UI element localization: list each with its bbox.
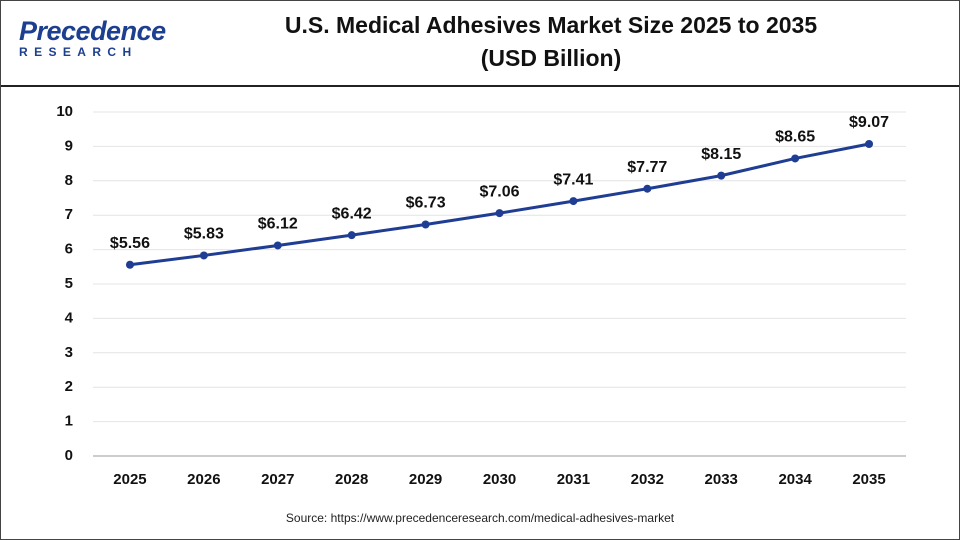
logo-name: Precedence bbox=[19, 16, 166, 46]
point bbox=[273, 241, 282, 250]
value-label: $6.73 bbox=[406, 195, 446, 212]
value-label: $5.83 bbox=[184, 226, 224, 243]
y-tick-label: 5 bbox=[65, 275, 73, 292]
y-tick-label: 3 bbox=[65, 344, 73, 361]
x-tick-label: 2033 bbox=[705, 471, 738, 488]
logo: Precedence RESEARCH bbox=[19, 17, 166, 59]
x-tick-label: 2031 bbox=[557, 471, 590, 488]
title-block: U.S. Medical Adhesives Market Size 2025 … bbox=[181, 9, 921, 75]
y-tick-label: 7 bbox=[65, 206, 73, 223]
x-tick-label: 2034 bbox=[778, 471, 812, 488]
x-tick-label: 2027 bbox=[261, 471, 294, 488]
point bbox=[495, 209, 504, 218]
value-label: $7.41 bbox=[553, 171, 593, 188]
value-label: $8.65 bbox=[775, 129, 815, 146]
point bbox=[347, 231, 356, 240]
value-label: $8.15 bbox=[701, 146, 741, 163]
x-tick-label: 2025 bbox=[113, 471, 146, 488]
value-label: $7.77 bbox=[627, 159, 667, 176]
line bbox=[129, 142, 870, 267]
y-tick-label: 10 bbox=[56, 103, 73, 120]
header: Precedence RESEARCH U.S. Medical Adhesiv… bbox=[1, 1, 959, 87]
value-label: $6.42 bbox=[332, 205, 372, 222]
x-tick-label: 2035 bbox=[852, 471, 885, 488]
y-tick-label: 9 bbox=[65, 137, 73, 154]
point bbox=[125, 260, 134, 269]
point bbox=[791, 154, 800, 163]
y-tick-label: 8 bbox=[65, 172, 73, 189]
value-label: $7.06 bbox=[479, 183, 519, 200]
point bbox=[717, 171, 726, 180]
point bbox=[643, 184, 652, 193]
x-tick-label: 2030 bbox=[483, 471, 516, 488]
y-tick-label: 4 bbox=[65, 309, 74, 326]
point bbox=[865, 139, 874, 148]
point bbox=[199, 251, 208, 260]
value-label: $9.07 bbox=[849, 114, 889, 131]
point bbox=[569, 197, 578, 206]
value-label: $6.12 bbox=[258, 216, 298, 233]
y-tick-label: 1 bbox=[65, 413, 73, 430]
source: Source: https://www.precedenceresearch.c… bbox=[285, 511, 675, 525]
chart-subtitle: (USD Billion) bbox=[480, 45, 622, 71]
y-tick-label: 6 bbox=[65, 241, 73, 258]
x-tick-label: 2029 bbox=[409, 471, 442, 488]
x-tick-label: 2032 bbox=[631, 471, 664, 488]
point bbox=[421, 220, 430, 229]
chart-title: U.S. Medical Adhesives Market Size 2025 … bbox=[284, 12, 818, 38]
y-tick-label: 2 bbox=[65, 378, 73, 395]
x-tick-label: 2028 bbox=[335, 471, 368, 488]
value-label: $5.56 bbox=[110, 235, 150, 252]
logo-tagline: RESEARCH bbox=[19, 45, 138, 59]
y-tick-label: 0 bbox=[65, 447, 73, 464]
x-tick-label: 2026 bbox=[187, 471, 220, 488]
